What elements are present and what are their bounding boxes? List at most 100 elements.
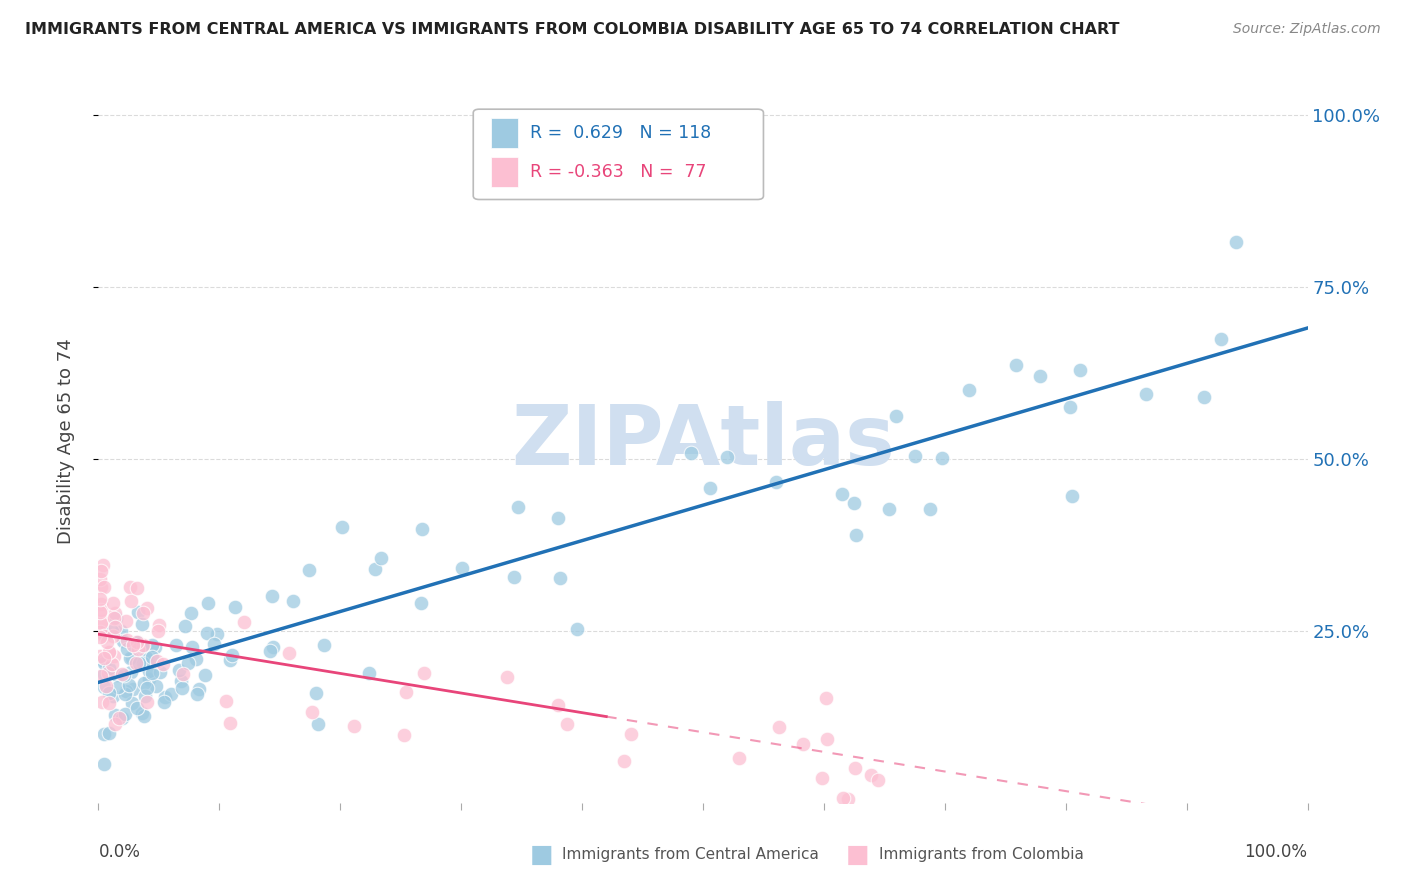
Point: [904, 450, 927, 464]
Point: [920, 502, 942, 516]
Point: [141, 666, 163, 681]
Point: [195, 626, 218, 640]
Point: [89, 592, 111, 607]
Point: [370, 550, 392, 565]
Point: [148, 618, 170, 632]
Point: [89, 630, 111, 644]
Point: [146, 624, 169, 639]
Point: [125, 581, 148, 595]
Point: [262, 640, 284, 654]
Point: [111, 711, 134, 725]
Point: [765, 475, 787, 489]
Point: [132, 656, 155, 670]
Point: [134, 649, 156, 664]
Point: [96, 635, 118, 649]
Point: [89, 648, 111, 663]
Point: [679, 446, 702, 460]
Point: [202, 637, 225, 651]
Point: [89, 625, 111, 640]
Point: [93, 757, 115, 772]
Point: [160, 687, 183, 701]
Point: [93, 654, 115, 668]
Point: [1135, 387, 1157, 401]
Point: [845, 527, 868, 541]
Point: [98, 696, 121, 710]
Point: [112, 667, 135, 681]
Point: [118, 651, 141, 665]
Point: [104, 708, 127, 723]
Text: R = -0.363   N =  77: R = -0.363 N = 77: [530, 163, 707, 181]
Point: [172, 666, 194, 681]
Point: [547, 698, 569, 712]
Point: [503, 570, 526, 584]
Point: [107, 680, 129, 694]
Point: [177, 657, 200, 671]
Point: [277, 647, 299, 661]
Point: [103, 611, 125, 625]
Point: [90, 581, 112, 595]
Point: [103, 606, 125, 620]
Point: [884, 409, 907, 423]
Point: [450, 561, 472, 575]
Point: [1069, 363, 1091, 377]
Point: [1028, 368, 1050, 383]
Point: [135, 600, 157, 615]
Text: R =  0.629   N = 118: R = 0.629 N = 118: [530, 124, 711, 142]
Point: [94, 679, 117, 693]
Point: [188, 682, 211, 697]
Point: [180, 607, 202, 621]
Point: [134, 676, 156, 690]
Point: [125, 637, 148, 651]
Point: [145, 654, 167, 668]
Point: [186, 652, 208, 666]
Text: ■: ■: [530, 843, 553, 866]
Point: [931, 450, 953, 465]
FancyBboxPatch shape: [474, 109, 763, 200]
Text: IMMIGRANTS FROM CENTRAL AMERICA VS IMMIGRANTS FROM COLOMBIA DISABILITY AGE 65 TO: IMMIGRANTS FROM CENTRAL AMERICA VS IMMIG…: [25, 22, 1119, 37]
Point: [1059, 400, 1081, 414]
Point: [547, 511, 569, 525]
Point: [90, 603, 112, 617]
Point: [307, 717, 329, 731]
Point: [411, 522, 433, 536]
Point: [93, 680, 115, 694]
Point: [727, 751, 749, 765]
Text: Source: ZipAtlas.com: Source: ZipAtlas.com: [1233, 22, 1381, 37]
Point: [1211, 332, 1233, 346]
Point: [118, 580, 141, 594]
Point: [132, 638, 155, 652]
Point: [555, 717, 578, 731]
Point: [127, 634, 149, 648]
Point: [129, 652, 152, 666]
Point: [330, 520, 353, 534]
Point: [121, 696, 143, 710]
Point: [93, 727, 115, 741]
Point: [90, 597, 112, 611]
Point: [89, 572, 111, 586]
Point: [218, 715, 240, 730]
Point: [101, 596, 124, 610]
Point: [136, 695, 159, 709]
Point: [94, 626, 117, 640]
Point: [97, 666, 120, 681]
Point: [314, 638, 336, 652]
Point: [305, 686, 328, 700]
Point: [115, 614, 138, 628]
Point: [138, 665, 160, 679]
Point: [112, 633, 135, 648]
Point: [118, 678, 141, 692]
Point: [90, 669, 112, 683]
Point: [107, 668, 129, 682]
Point: [298, 563, 321, 577]
Point: [101, 689, 124, 703]
Point: [281, 594, 304, 608]
Point: [100, 624, 122, 638]
Point: [145, 679, 167, 693]
Point: [811, 771, 834, 785]
Point: [832, 790, 855, 805]
Point: [167, 663, 190, 677]
Point: [364, 562, 387, 576]
Point: [221, 648, 243, 663]
Point: [170, 681, 193, 695]
Point: [141, 650, 163, 665]
